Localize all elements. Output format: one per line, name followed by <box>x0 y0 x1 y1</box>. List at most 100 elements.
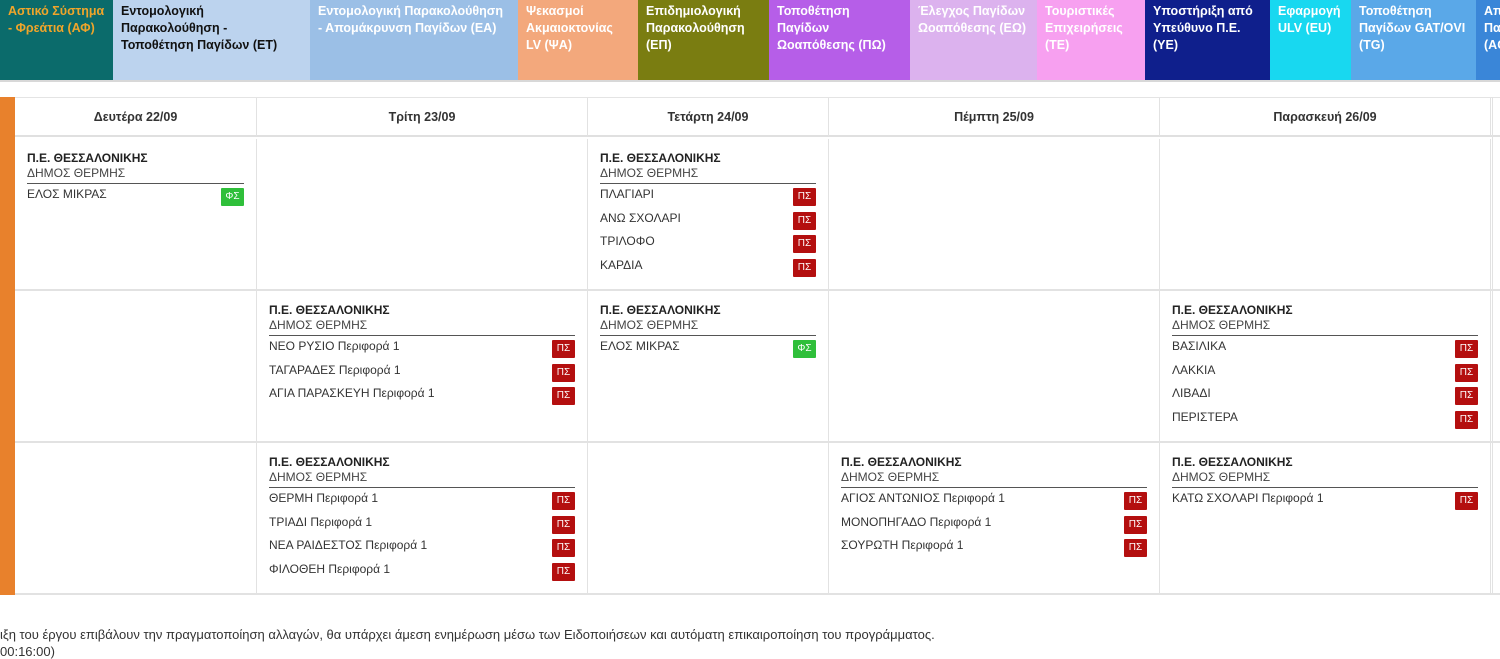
location-item[interactable]: ΒΑΣΙΛΙΚΑ ΠΣ <box>1172 336 1478 360</box>
location-name: ΑΓΙΑ ΠΑΡΑΣΚΕΥΗ Περιφορά 1 <box>269 386 435 400</box>
municipality-label: ΔΗΜΟΣ ΘΕΡΜΗΣ <box>600 166 816 184</box>
activity-code-badge: ΠΣ <box>1124 492 1147 510</box>
municipality-label: ΔΗΜΟΣ ΘΕΡΜΗΣ <box>1172 318 1478 336</box>
location-item[interactable]: ΤΡΙΛΟΦΟ ΠΣ <box>600 231 816 255</box>
location-item[interactable]: ΠΕΡΙΣΤΕΡΑ ΠΣ <box>1172 407 1478 431</box>
schedule-cell <box>15 443 257 593</box>
location-item[interactable]: ΛΙΒΑΔΙ ΠΣ <box>1172 383 1478 407</box>
municipality-label: ΔΗΜΟΣ ΘΕΡΜΗΣ <box>27 166 244 184</box>
activity-code-badge: ΠΣ <box>1124 539 1147 557</box>
location-item[interactable]: ΕΛΟΣ ΜΙΚΡΑΣ ΦΣ <box>600 336 816 360</box>
day-header: Πέμπτη 25/09 <box>829 98 1160 136</box>
schedule-cell: Π.Ε. ΘΕΣΣΑΛΟΝΙΚΗΣ ΔΗΜΟΣ ΘΕΡΜΗΣ ΚΑΤΩ ΣΧΟΛΑΡ… <box>1160 443 1491 593</box>
activity-code-badge: ΠΣ <box>1124 515 1147 534</box>
day-header-row: Δευτέρα 22/09 Τρίτη 23/09 Τετάρτη 24/09 Πέμ… <box>15 97 1500 137</box>
location-item[interactable]: ΠΛΑΓΙΑΡΙ ΠΣ <box>600 184 816 208</box>
schedule-row: Π.Ε. ΘΕΣΣΑΛΟΝΙΚΗΣ ΔΗΜΟΣ ΘΕΡΜΗΣ ΘΕΡΜΗ Περιφ… <box>15 443 1500 595</box>
schedule-cell: Π.Ε. ΘΕΣΣΑΛΟΝΙΚΗΣ ΔΗΜΟΣ ΘΕΡΜΗΣ ΒΑΣΙΛΙΚΑ ΠΣ Λ… <box>1160 291 1491 441</box>
legend-item: Ψεκασμοί Ακμαιοκτονίας LV (ΨΑ) <box>518 0 638 82</box>
regional-unit-label: Π.Ε. ΘΕΣΣΑΛΟΝΙΚΗΣ <box>600 151 721 165</box>
schedule-row: Π.Ε. ΘΕΣΣΑΛΟΝΙΚΗΣ ΔΗΜΟΣ ΘΕΡΜΗΣ ΝΕΟ ΡΥΣΙΟ Π… <box>15 291 1500 443</box>
legend-item: Υποστήριξη από Υπεύθυνο Π.Ε. (ΥΕ) <box>1145 0 1270 82</box>
location-item[interactable]: ΘΕΡΜΗ Περιφορά 1 ΠΣ <box>269 488 575 512</box>
activity-code-badge: ΠΣ <box>1455 340 1478 358</box>
location-name: ΣΟΥΡΩΤΗ Περιφορά 1 <box>841 538 964 552</box>
day-header: Τετάρτη 24/09 <box>588 98 829 136</box>
location-item[interactable]: ΣΟΥΡΩΤΗ Περιφορά 1 ΠΣ <box>841 535 1147 559</box>
schedule-row: Π.Ε. ΘΕΣΣΑΛΟΝΙΚΗΣ ΔΗΜΟΣ ΘΕΡΜΗΣ ΕΛΟΣ ΜΙΚΡΑΣ… <box>15 139 1500 291</box>
schedule-entry[interactable]: Π.Ε. ΘΕΣΣΑΛΟΝΙΚΗΣ ΔΗΜΟΣ ΘΕΡΜΗΣ ΝΕΟ ΡΥΣΙΟ Π… <box>269 303 575 407</box>
activity-code-badge: ΠΣ <box>793 211 816 230</box>
regional-unit-label: Π.Ε. ΘΕΣΣΑΛΟΝΙΚΗΣ <box>600 303 721 317</box>
schedule-cell: Π.Ε. ΘΕΣΣΑΛΟΝΙΚΗΣ ΔΗΜΟΣ ΘΕΡΜΗΣ ΘΕΡΜΗ Περιφ… <box>257 443 588 593</box>
location-item[interactable]: ΕΛΟΣ ΜΙΚΡΑΣ ΦΣ <box>27 184 244 208</box>
schedule-entry[interactable]: Π.Ε. ΘΕΣΣΑΛΟΝΙΚΗΣ ΔΗΜΟΣ ΘΕΡΜΗΣ ΑΓΙΟΣ ΑΝΤΩΝ… <box>841 455 1147 559</box>
schedule-cell <box>15 291 257 441</box>
municipality-label: ΔΗΜΟΣ ΘΕΡΜΗΣ <box>841 470 1147 488</box>
schedule-entry[interactable]: Π.Ε. ΘΕΣΣΑΛΟΝΙΚΗΣ ΔΗΜΟΣ ΘΕΡΜΗΣ ΕΛΟΣ ΜΙΚΡΑΣ… <box>600 303 816 360</box>
row-accent-bar <box>0 97 15 595</box>
schedule-cell <box>257 139 588 289</box>
activity-code-badge: ΠΣ <box>1455 492 1478 510</box>
location-item[interactable]: ΑΓΙΑ ΠΑΡΑΣΚΕΥΗ Περιφορά 1 ΠΣ <box>269 383 575 407</box>
schedule-entry[interactable]: Π.Ε. ΘΕΣΣΑΛΟΝΙΚΗΣ ΔΗΜΟΣ ΘΕΡΜΗΣ ΕΛΟΣ ΜΙΚΡΑΣ… <box>27 151 244 208</box>
schedule-cell <box>829 291 1160 441</box>
location-item[interactable]: ΤΑΓΑΡΑΔΕΣ Περιφορά 1 ΠΣ <box>269 360 575 384</box>
activity-code-badge: ΠΣ <box>793 188 816 206</box>
legend-item: Αστικό Σύστημα - Φρεάτια (ΑΦ) <box>0 0 113 82</box>
schedule-entry[interactable]: Π.Ε. ΘΕΣΣΑΛΟΝΙΚΗΣ ΔΗΜΟΣ ΘΕΡΜΗΣ ΘΕΡΜΗ Περιφ… <box>269 455 575 582</box>
legend-item: Έλεγχος Παγίδων Ωοαπόθεσης (ΕΩ) <box>910 0 1037 82</box>
location-item[interactable]: ΑΓΙΟΣ ΑΝΤΩΝΙΟΣ Περιφορά 1 ΠΣ <box>841 488 1147 512</box>
activity-legend: Αστικό Σύστημα - Φρεάτια (ΑΦ) Εντομολογικ… <box>0 0 1500 82</box>
schedule-cell <box>1160 139 1491 289</box>
activity-code-badge: ΠΣ <box>552 539 575 557</box>
location-name: ΛΑΚΚΙΑ <box>1172 362 1216 377</box>
activity-code-badge: ΠΣ <box>552 340 575 358</box>
schedule-table: Δευτέρα 22/09 Τρίτη 23/09 Τετάρτη 24/09 Πέμ… <box>0 97 1500 595</box>
schedule-cell <box>829 139 1160 289</box>
activity-code-badge: ΠΣ <box>1455 410 1478 429</box>
legend-item: Τουριστικές Επιχειρήσεις (ΤΕ) <box>1037 0 1145 82</box>
schedule-entry[interactable]: Π.Ε. ΘΕΣΣΑΛΟΝΙΚΗΣ ΔΗΜΟΣ ΘΕΡΜΗΣ ΚΑΤΩ ΣΧΟΛΑΡ… <box>1172 455 1478 512</box>
regional-unit-label: Π.Ε. ΘΕΣΣΑΛΟΝΙΚΗΣ <box>1172 303 1293 317</box>
location-name: ΦΙΛΟΘΕΗ Περιφορά 1 <box>269 561 391 576</box>
schedule-entry[interactable]: Π.Ε. ΘΕΣΣΑΛΟΝΙΚΗΣ ΔΗΜΟΣ ΘΕΡΜΗΣ ΠΛΑΓΙΑΡΙ ΠΣ Α… <box>600 151 816 278</box>
legend-item: Εντομολογική Παρακολούθηση - Απομάκρυνση… <box>310 0 518 82</box>
location-name: ΝΕΑ ΡΑΙΔΕΣΤΟΣ Περιφορά 1 <box>269 538 428 552</box>
location-item[interactable]: ΚΑΤΩ ΣΧΟΛΑΡΙ Περιφορά 1 ΠΣ <box>1172 488 1478 512</box>
schedule-cell <box>588 443 829 593</box>
location-name: ΕΛΟΣ ΜΙΚΡΑΣ <box>27 187 107 201</box>
regional-unit-label: Π.Ε. ΘΕΣΣΑΛΟΝΙΚΗΣ <box>841 455 962 469</box>
schedule-entry[interactable]: Π.Ε. ΘΕΣΣΑΛΟΝΙΚΗΣ ΔΗΜΟΣ ΘΕΡΜΗΣ ΒΑΣΙΛΙΚΑ ΠΣ Λ… <box>1172 303 1478 430</box>
day-header: Δευτέρα 22/09 <box>15 98 257 136</box>
regional-unit-label: Π.Ε. ΘΕΣΣΑΛΟΝΙΚΗΣ <box>269 455 390 469</box>
location-item[interactable]: ΜΟΝΟΠΗΓΑΔΟ Περιφορά 1 ΠΣ <box>841 512 1147 536</box>
location-name: ΑΝΩ ΣΧΟΛΑΡΙ <box>600 210 681 225</box>
location-item[interactable]: ΑΝΩ ΣΧΟΛΑΡΙ ΠΣ <box>600 208 816 232</box>
location-item[interactable]: ΚΑΡΔΙΑ ΠΣ <box>600 255 816 279</box>
location-item[interactable]: ΝΕΟ ΡΥΣΙΟ Περιφορά 1 ΠΣ <box>269 336 575 360</box>
schedule-cell: Π.Ε. ΘΕΣΣΑΛΟΝΙΚΗΣ ΔΗΜΟΣ ΘΕΡΜΗΣ ΠΛΑΓΙΑΡΙ ΠΣ Α… <box>588 139 829 289</box>
activity-code-badge: ΠΣ <box>552 363 575 382</box>
location-name: ΕΛΟΣ ΜΙΚΡΑΣ <box>600 339 680 353</box>
location-item[interactable]: ΦΙΛΟΘΕΗ Περιφορά 1 ΠΣ <box>269 559 575 583</box>
next-column-edge <box>1492 97 1500 595</box>
municipality-label: ΔΗΜΟΣ ΘΕΡΜΗΣ <box>600 318 816 336</box>
location-item[interactable]: ΝΕΑ ΡΑΙΔΕΣΤΟΣ Περιφορά 1 ΠΣ <box>269 535 575 559</box>
activity-code-badge: ΠΣ <box>1455 363 1478 382</box>
location-name: ΛΙΒΑΔΙ <box>1172 386 1211 400</box>
location-item[interactable]: ΛΑΚΚΙΑ ΠΣ <box>1172 360 1478 384</box>
legend-item: Τοποθέτηση Παγίδων GAT/OVI (TG) <box>1351 0 1476 82</box>
location-name: ΘΕΡΜΗ Περιφορά 1 <box>269 491 379 505</box>
location-name: ΒΑΣΙΛΙΚΑ <box>1172 339 1227 353</box>
location-name: ΚΑΡΔΙΑ <box>600 257 643 272</box>
day-header: Τρίτη 23/09 <box>257 98 588 136</box>
activity-code-badge: ΠΣ <box>1455 387 1478 405</box>
regional-unit-label: Π.Ε. ΘΕΣΣΑΛΟΝΙΚΗΣ <box>27 151 148 165</box>
location-name: ΜΟΝΟΠΗΓΑΔΟ Περιφορά 1 <box>841 514 992 529</box>
activity-code-badge: ΦΣ <box>221 188 244 206</box>
activity-code-badge: ΠΣ <box>552 515 575 534</box>
location-item[interactable]: ΤΡΙΑΔΙ Περιφορά 1 ΠΣ <box>269 512 575 536</box>
activity-code-badge: ΠΣ <box>552 492 575 510</box>
legend-item: Εντομολογική Παρακολούθηση - Τοποθέτηση … <box>113 0 310 82</box>
